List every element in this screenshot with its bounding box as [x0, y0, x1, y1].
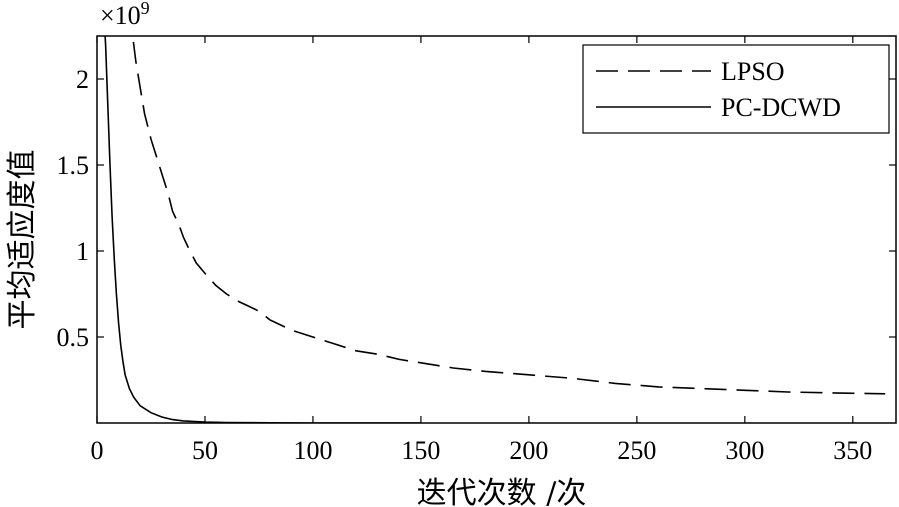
y-tick-label: 0.5	[57, 323, 90, 352]
y-axis-label: 平均适应度值	[5, 150, 40, 330]
y-tick-label: 2	[76, 65, 89, 94]
x-axis-label: 迭代次数 /次	[417, 476, 587, 507]
x-tick-label: 300	[725, 436, 764, 465]
x-tick-label: 50	[192, 436, 218, 465]
ticks-layer: 0 50 100 150 200 250 300 350 0.5 1 1.5 2	[57, 36, 896, 465]
legend-label-pc-dcwd: PC-DCWD	[721, 93, 841, 122]
x-tick-label: 150	[401, 436, 440, 465]
y-multiplier: ×109	[100, 0, 150, 30]
legend: LPSO PC-DCWD	[582, 44, 890, 134]
series-line-pc-dcwd	[104, 36, 421, 423]
x-tick-label: 200	[509, 436, 548, 465]
x-tick-label: 250	[617, 436, 656, 465]
x-tick-label: 0	[91, 436, 104, 465]
y-tick-label: 1.5	[57, 151, 90, 180]
x-tick-label: 100	[293, 436, 332, 465]
legend-label-lpso: LPSO	[721, 57, 785, 86]
y-tick-label: 1	[76, 237, 89, 266]
y-multiplier-exponent: 9	[141, 0, 150, 18]
plot-frame	[96, 35, 897, 424]
x-tick-label: 350	[833, 436, 872, 465]
y-multiplier-base: ×10	[100, 1, 141, 30]
series-line-lpso	[131, 36, 886, 395]
series-layer	[104, 36, 886, 423]
legend-box	[582, 44, 890, 134]
